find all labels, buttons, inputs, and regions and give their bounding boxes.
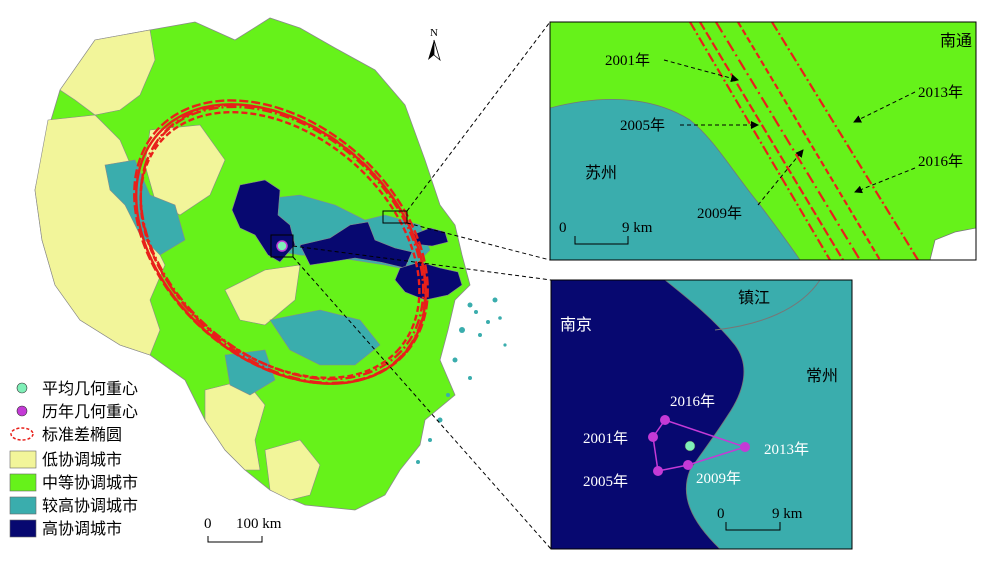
std-ellipse-2016 <box>133 99 429 385</box>
low-area-center-north <box>144 124 226 216</box>
legend-label-1: 历年几何重心 <box>42 402 138 421</box>
legend-high-box <box>9 519 37 538</box>
inset-top-scale-start: 0 <box>559 220 567 236</box>
inset-bottom-point-2005 <box>653 466 663 476</box>
inset-bottom-label-2001: 2001年 <box>583 430 628 447</box>
north-arrow: N <box>428 27 441 62</box>
inset-bottom-nanjing-area <box>551 280 745 549</box>
high-area-suxichang <box>299 221 413 269</box>
inset-bottom-point-2001 <box>648 432 658 442</box>
connector-lines <box>292 21 552 550</box>
inset-bottom-scale-bar: 0 9 km <box>717 506 803 531</box>
inset-top-label-2016: 2016年 <box>918 153 963 170</box>
north-label: N <box>430 27 438 39</box>
legend-ellipse-icon <box>10 427 34 441</box>
inset-bottom-frame <box>550 279 853 550</box>
inset-bottom-point-2013 <box>740 442 750 452</box>
inset-top-scale-end: 9 km <box>622 220 653 236</box>
inset-bottom-zhenjiang-label: 镇江 <box>738 288 770 307</box>
low-area-south <box>204 379 266 471</box>
inset-bottom-nanjing-label: 南京 <box>560 315 592 334</box>
inset-bottom-avg-center <box>684 440 696 452</box>
inset-bottom-point-2009 <box>683 460 693 470</box>
inset-bottom-label-2013: 2013年 <box>764 441 809 458</box>
inset-bottom-label-2009: 2009年 <box>696 470 741 487</box>
legend-label-6: 高协调城市 <box>42 519 122 538</box>
inset-top-label-2001: 2001年 <box>605 52 650 69</box>
legend: 平均几何重心 历年几何重心 标准差椭圆 低协调城市 中等协调城市 较高协调城市 … <box>9 379 138 538</box>
std-ellipse-2009 <box>139 110 421 380</box>
inset-bottom-zhenjiang-border <box>714 280 821 331</box>
legend-label-2: 标准差椭圆 <box>42 425 122 444</box>
inset-top-label-2005: 2005年 <box>620 117 665 134</box>
std-ellipses <box>133 99 429 385</box>
main-map <box>34 17 507 511</box>
low-area-center <box>224 264 301 326</box>
low-area-southeast <box>264 439 321 501</box>
inset-bottom: 南京 镇江 常州 2016年 2001年 2013年 2005年 2009年 0… <box>550 279 853 550</box>
legend-label-0: 平均几何重心 <box>42 379 138 398</box>
main-scale-bar: 0 100 km <box>204 516 282 543</box>
higher-area-sw <box>224 349 276 396</box>
islands <box>416 297 507 464</box>
legend-label-3: 低协调城市 <box>42 450 122 469</box>
inset-top-sea <box>929 227 976 260</box>
main-scale-start: 0 <box>204 516 212 532</box>
inset-top-nantong-label: 南通 <box>940 31 972 50</box>
legend-avg-center-icon <box>16 382 28 394</box>
inset-bottom-scale-end: 9 km <box>772 506 803 522</box>
inset-top: 南通 苏州 2001年 2005年 2009年 2013年 2016年 0 9 … <box>549 21 977 261</box>
inset-top-frame <box>549 21 977 261</box>
legend-low-box <box>9 450 37 469</box>
inset-top-suzhou-label: 苏州 <box>585 163 617 182</box>
inset-top-label-2009: 2009年 <box>697 205 742 222</box>
inset-bottom-changzhou-label: 常州 <box>806 366 838 385</box>
legend-medium-box <box>9 473 37 492</box>
inset-top-ellipse-arcs <box>689 22 919 260</box>
inset-top-suzhou-area <box>550 99 801 260</box>
legend-higher-box <box>9 496 37 515</box>
north-arrow-icon <box>428 40 434 60</box>
legend-yearly-center-icon <box>16 405 28 417</box>
inset-bottom-label-2016: 2016年 <box>670 393 715 410</box>
main-scale-end: 100 km <box>236 516 282 532</box>
low-area-north <box>59 29 156 116</box>
inset-top-label-2013: 2013年 <box>918 84 963 101</box>
inset-top-scale-bar: 0 9 km <box>559 220 653 245</box>
legend-label-4: 中等协调城市 <box>42 473 138 492</box>
main-avg-center <box>276 240 288 252</box>
inset-bottom-label-2005: 2005年 <box>583 473 628 490</box>
inset-bottom-scale-start: 0 <box>717 506 725 522</box>
zoom-box-ellipse <box>382 210 408 224</box>
legend-label-5: 较高协调城市 <box>42 496 138 515</box>
north-arrow-right-half <box>433 39 441 62</box>
higher-area-south <box>269 309 381 366</box>
inset-bottom-point-2016 <box>660 415 670 425</box>
